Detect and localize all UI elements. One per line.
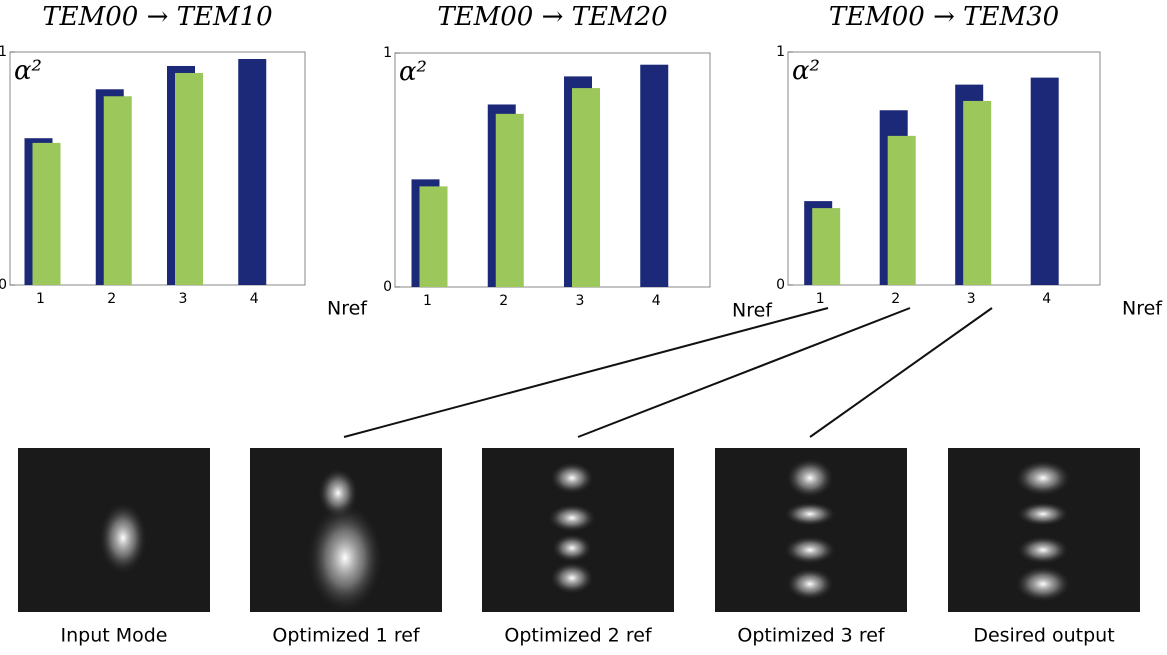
connectors — [343, 307, 993, 438]
plot-frame — [394, 52, 711, 288]
bar — [572, 88, 600, 287]
bar — [887, 135, 916, 285]
image-caption: Optimized 3 ref — [737, 625, 886, 647]
y-label: α² — [399, 57, 427, 87]
y-label: α² — [14, 56, 42, 86]
intensity-blob — [1015, 566, 1071, 602]
bar — [963, 100, 992, 286]
bar — [175, 72, 203, 285]
intensity-blob — [786, 458, 834, 498]
connector — [809, 307, 993, 438]
plot-frame — [787, 51, 1101, 286]
x-label: Nref — [1122, 298, 1163, 320]
intensity-blob — [99, 502, 147, 574]
y-label: α² — [792, 56, 820, 86]
intensity-blob — [550, 562, 594, 594]
y-tick-label: 1 — [383, 45, 392, 61]
x-tick-label: 3 — [967, 291, 976, 307]
bar — [32, 142, 61, 285]
bar — [419, 186, 448, 287]
intensity-blob — [550, 462, 594, 494]
x-tick-label: 1 — [36, 291, 45, 307]
intensity-blob — [307, 503, 383, 613]
y-tick-label: 0 — [383, 279, 392, 295]
intensity-blob — [552, 534, 592, 562]
intensity-blob — [1015, 460, 1071, 496]
y-tick-label: 0 — [776, 277, 785, 293]
intensity-blob — [1017, 536, 1069, 564]
chart-title: TEM00 → TEM30 — [829, 2, 1059, 32]
x-tick-label: 4 — [1042, 291, 1051, 307]
x-label: Nref — [732, 300, 773, 322]
x-tick-label: 1 — [816, 291, 825, 307]
plot-frame — [9, 51, 306, 286]
x-tick-label: 3 — [179, 291, 188, 307]
chart-title: TEM00 → TEM10 — [42, 2, 272, 32]
image-caption: Desired output — [973, 625, 1114, 647]
bar — [238, 58, 267, 285]
x-tick-label: 2 — [891, 291, 900, 307]
x-tick-label: 2 — [107, 291, 116, 307]
x-label: Nref — [327, 298, 368, 320]
x-tick-label: 3 — [576, 293, 585, 309]
x-tick-label: 4 — [652, 293, 661, 309]
y-tick-label: 0 — [0, 277, 7, 293]
images — [18, 448, 1140, 613]
intensity-blob — [784, 536, 836, 564]
bar — [1030, 77, 1059, 285]
intensity-blob — [784, 502, 836, 526]
x-tick-label: 1 — [423, 293, 432, 309]
y-tick-label: 1 — [776, 44, 785, 60]
connector — [577, 307, 911, 438]
bar — [103, 96, 132, 286]
bar — [812, 208, 841, 285]
image-caption: Input Mode — [60, 625, 167, 647]
image-caption: Optimized 1 ref — [272, 625, 421, 647]
bar — [495, 113, 524, 287]
x-tick-label: 4 — [250, 291, 259, 307]
chart-title: TEM00 → TEM20 — [437, 2, 667, 32]
connector — [343, 307, 829, 438]
x-tick-label: 2 — [499, 293, 508, 309]
intensity-blob — [786, 568, 834, 600]
intensity-blob — [1017, 502, 1069, 526]
bar — [640, 64, 669, 287]
image-caption: Optimized 2 ref — [504, 625, 653, 647]
y-tick-label: 1 — [0, 44, 7, 60]
intensity-blob — [548, 504, 596, 532]
